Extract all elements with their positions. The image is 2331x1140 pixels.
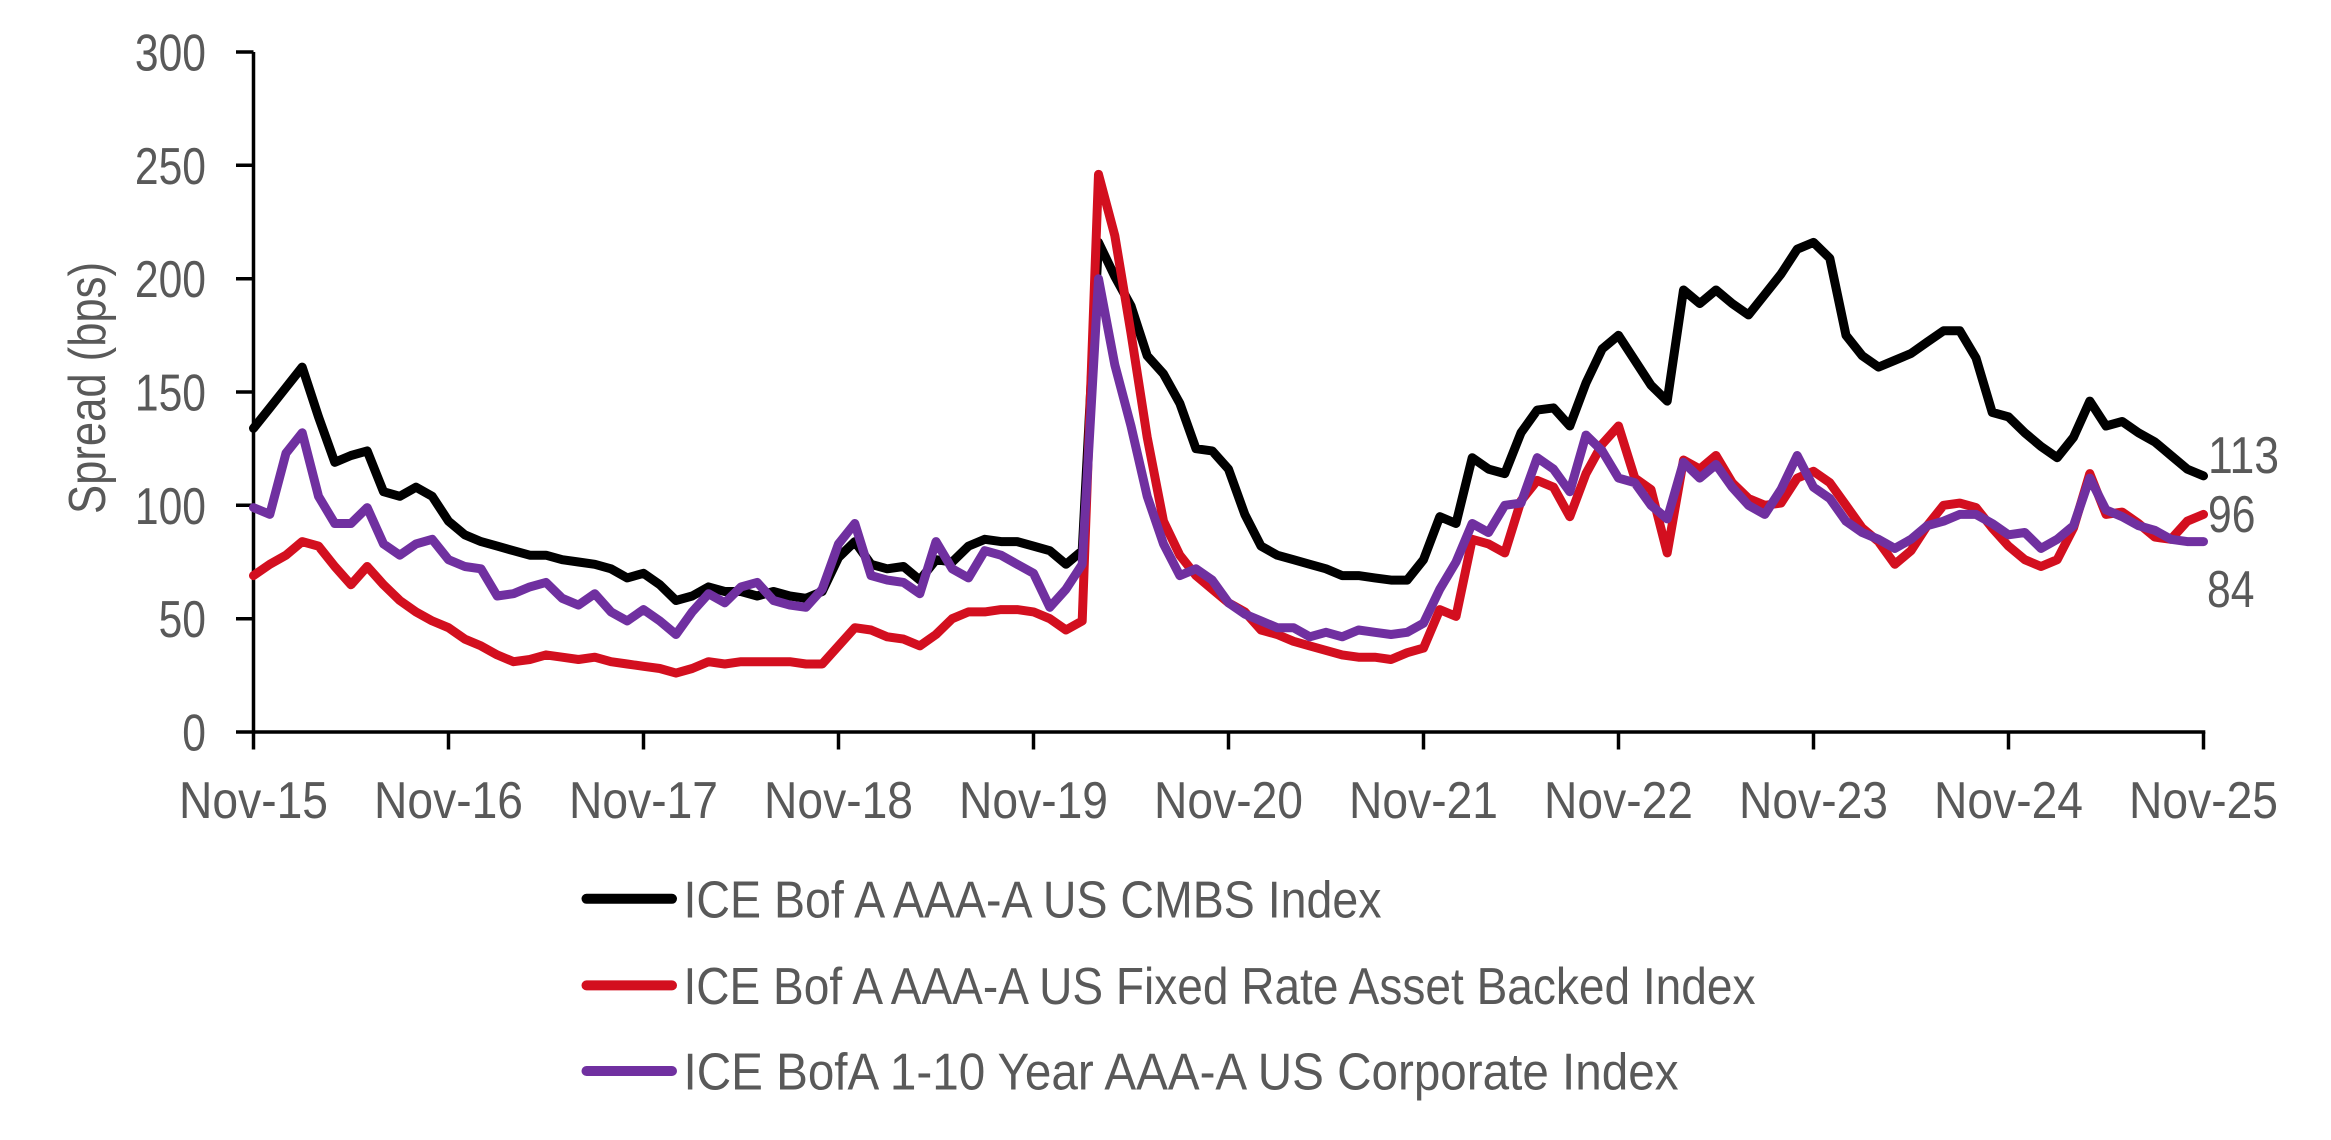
svg-text:Nov-18: Nov-18 [764, 772, 913, 830]
svg-text:Nov-22: Nov-22 [1544, 772, 1693, 830]
svg-text:113: 113 [2208, 427, 2279, 485]
svg-text:Nov-19: Nov-19 [959, 772, 1108, 830]
svg-text:250: 250 [135, 138, 206, 196]
svg-text:ICE Bof A AAA-A US Fixed Rate: ICE Bof A AAA-A US Fixed Rate Asset Back… [684, 958, 1756, 1016]
svg-text:100: 100 [135, 478, 206, 536]
svg-text:84: 84 [2207, 561, 2254, 619]
svg-text:ICE BofA 1-10 Year AAA-A US Co: ICE BofA 1-10 Year AAA-A US Corporate In… [684, 1044, 1679, 1102]
svg-text:Nov-16: Nov-16 [374, 772, 523, 830]
svg-text:0: 0 [182, 705, 206, 763]
svg-text:200: 200 [135, 251, 206, 309]
svg-text:300: 300 [135, 25, 206, 83]
svg-text:50: 50 [159, 591, 206, 649]
svg-text:Nov-15: Nov-15 [179, 772, 328, 830]
svg-text:Nov-24: Nov-24 [1934, 772, 2083, 830]
svg-text:Spread (bps): Spread (bps) [59, 262, 117, 514]
svg-text:Nov-17: Nov-17 [569, 772, 718, 830]
svg-text:ICE Bof A AAA-A US CMBS Index: ICE Bof A AAA-A US CMBS Index [684, 871, 1382, 929]
svg-text:Nov-21: Nov-21 [1349, 772, 1498, 830]
svg-text:Nov-23: Nov-23 [1739, 772, 1888, 830]
svg-text:150: 150 [135, 365, 206, 423]
svg-text:Nov-20: Nov-20 [1154, 772, 1303, 830]
svg-text:96: 96 [2208, 486, 2255, 544]
svg-text:Nov-25: Nov-25 [2129, 772, 2278, 830]
